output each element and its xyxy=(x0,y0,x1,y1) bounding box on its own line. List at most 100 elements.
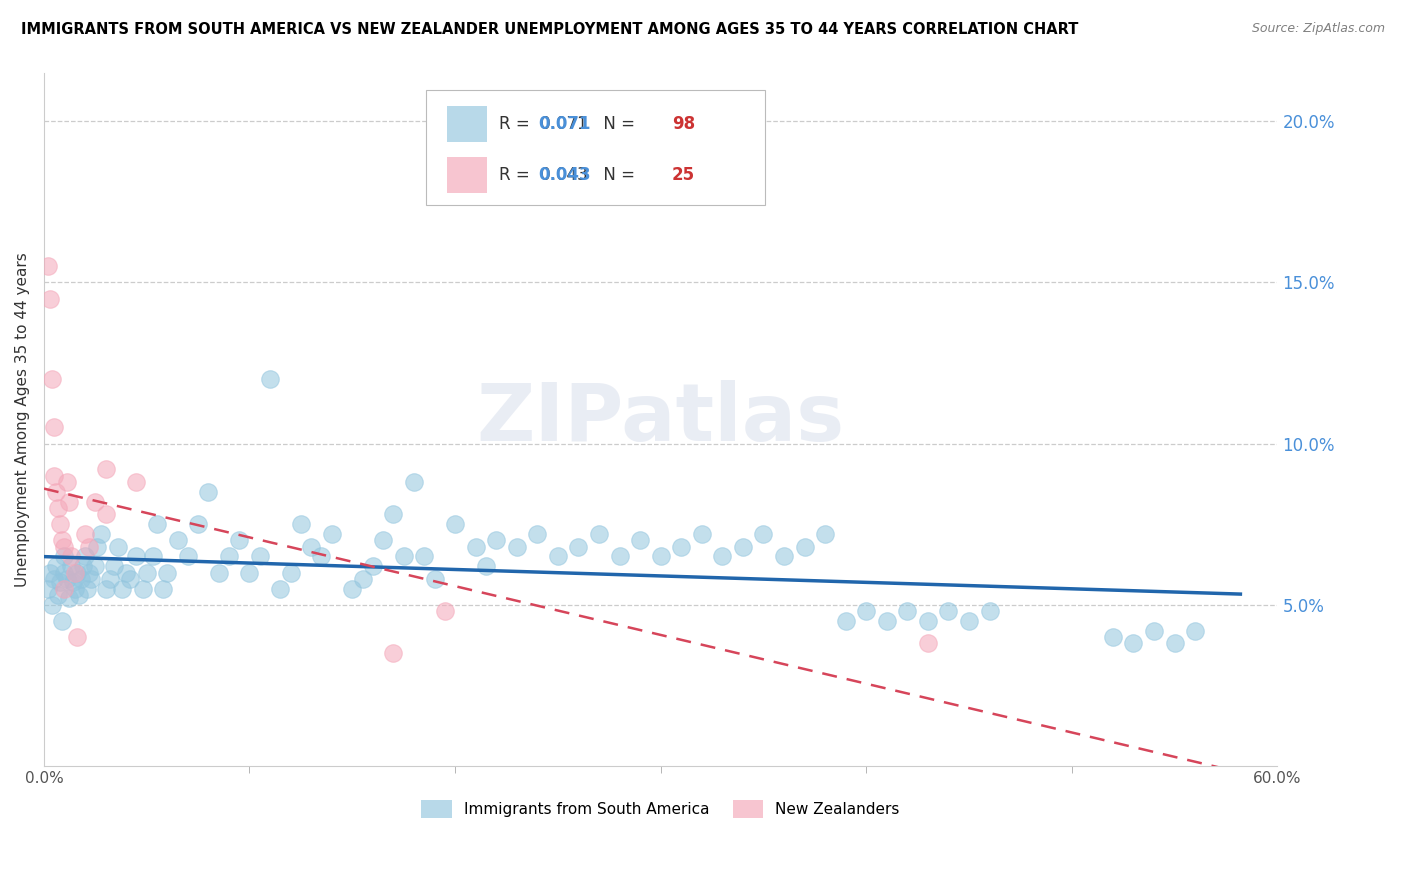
Point xyxy=(938,604,960,618)
Point xyxy=(135,566,157,580)
Point xyxy=(896,604,918,618)
Point xyxy=(45,559,67,574)
Point xyxy=(63,582,86,596)
Point xyxy=(979,604,1001,618)
Point xyxy=(62,575,84,590)
Point xyxy=(44,420,66,434)
Point xyxy=(111,582,134,596)
Point xyxy=(650,549,672,564)
Point xyxy=(67,588,90,602)
Point xyxy=(39,566,62,580)
Text: R =  0.071   N =: R = 0.071 N = xyxy=(499,115,640,133)
Point xyxy=(957,614,980,628)
Point xyxy=(73,526,96,541)
Point xyxy=(433,604,456,618)
Point xyxy=(1102,630,1125,644)
Point xyxy=(197,484,219,499)
Point xyxy=(59,549,82,564)
Point xyxy=(208,566,231,580)
Point xyxy=(361,559,384,574)
Text: Source: ZipAtlas.com: Source: ZipAtlas.com xyxy=(1251,22,1385,36)
Point xyxy=(228,533,250,548)
Point xyxy=(59,559,82,574)
Point xyxy=(299,540,322,554)
Point xyxy=(1163,636,1185,650)
Point xyxy=(588,526,610,541)
Point xyxy=(669,540,692,554)
FancyBboxPatch shape xyxy=(447,156,486,193)
Point xyxy=(49,575,72,590)
Point xyxy=(475,559,498,574)
Point xyxy=(371,533,394,548)
Point xyxy=(392,549,415,564)
Point xyxy=(711,549,734,564)
Text: R =  0.043   N =: R = 0.043 N = xyxy=(499,166,640,184)
Point xyxy=(63,566,86,580)
Point xyxy=(53,566,76,580)
Point xyxy=(44,468,66,483)
Point xyxy=(280,566,302,580)
Point xyxy=(485,533,508,548)
Point xyxy=(311,549,333,564)
Point xyxy=(628,533,651,548)
FancyBboxPatch shape xyxy=(426,90,765,204)
Point xyxy=(125,549,148,564)
Point xyxy=(177,549,200,564)
Point xyxy=(342,582,364,596)
Point xyxy=(876,614,898,628)
Point xyxy=(46,588,69,602)
Point xyxy=(94,582,117,596)
Point xyxy=(413,549,436,564)
Point xyxy=(423,572,446,586)
Point xyxy=(45,484,67,499)
Point xyxy=(526,526,548,541)
Point xyxy=(382,646,405,660)
Point xyxy=(238,566,260,580)
Point xyxy=(793,540,815,554)
Point xyxy=(259,372,281,386)
Point xyxy=(1143,624,1166,638)
Point xyxy=(690,526,713,541)
Point xyxy=(98,572,121,586)
Point xyxy=(107,540,129,554)
Point xyxy=(44,572,66,586)
Point xyxy=(51,614,73,628)
Point xyxy=(1122,636,1144,650)
Point xyxy=(218,549,240,564)
Point xyxy=(269,582,291,596)
Point xyxy=(94,508,117,522)
Text: 0.043: 0.043 xyxy=(538,166,591,184)
Point xyxy=(39,292,62,306)
Point xyxy=(547,549,569,564)
Point xyxy=(49,517,72,532)
Point xyxy=(53,549,76,564)
Point xyxy=(166,533,188,548)
Point xyxy=(115,566,138,580)
Point xyxy=(94,462,117,476)
Point xyxy=(142,549,165,564)
Point xyxy=(66,630,89,644)
Point xyxy=(1184,624,1206,638)
Point xyxy=(76,582,98,596)
Point xyxy=(382,508,405,522)
FancyBboxPatch shape xyxy=(447,106,486,142)
Point xyxy=(55,572,77,586)
Point xyxy=(731,540,754,554)
Point xyxy=(72,559,94,574)
Point xyxy=(917,636,939,650)
Point xyxy=(46,501,69,516)
Point xyxy=(290,517,312,532)
Point xyxy=(55,475,77,490)
Point xyxy=(152,582,174,596)
Y-axis label: Unemployment Among Ages 35 to 44 years: Unemployment Among Ages 35 to 44 years xyxy=(15,252,30,587)
Point xyxy=(609,549,631,564)
Point xyxy=(73,549,96,564)
Text: 0.071: 0.071 xyxy=(538,115,591,133)
Point xyxy=(146,517,169,532)
Point xyxy=(773,549,796,564)
Point xyxy=(752,526,775,541)
Point xyxy=(402,475,425,490)
Point xyxy=(131,582,153,596)
Point xyxy=(70,572,93,586)
Point xyxy=(86,540,108,554)
